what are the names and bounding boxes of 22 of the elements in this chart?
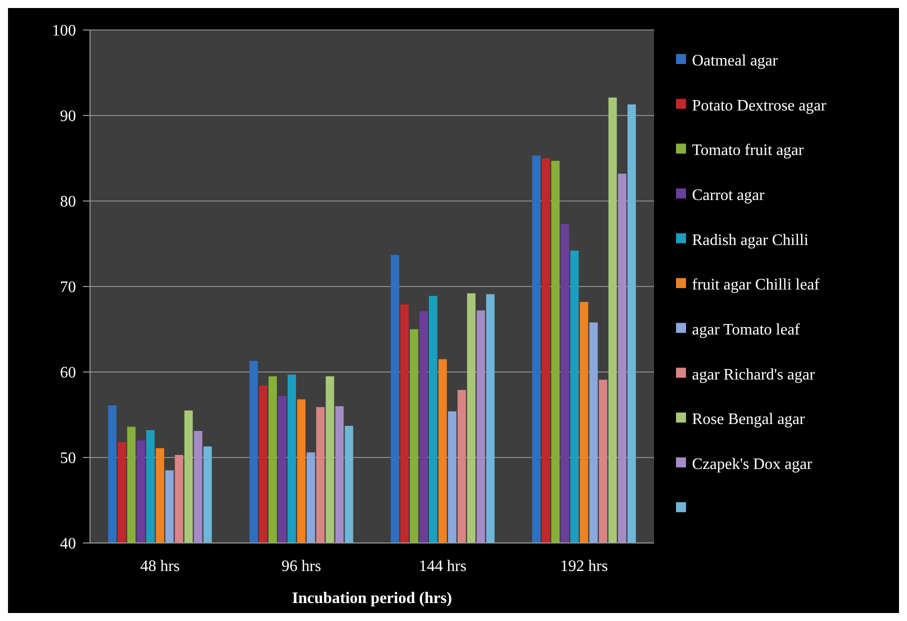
- legend-label: Radish agar Chilli: [692, 232, 809, 249]
- x-tick-label: 48 hrs: [140, 558, 180, 575]
- y-tick-label: 90: [60, 108, 76, 126]
- legend-label: Oatmeal agar: [692, 52, 778, 70]
- y-tick-label: 100: [52, 22, 76, 40]
- legend-label: agar Richard's agar: [692, 366, 816, 384]
- x-axis-title: Incubation period (hrs): [292, 590, 452, 607]
- legend-label: fruit agar Chilli leaf: [692, 276, 820, 294]
- y-tick-label: 50: [60, 450, 76, 468]
- x-tick-label: 144 hrs: [418, 558, 466, 575]
- legend-label: Carrot agar: [692, 187, 766, 204]
- y-tick-label: 40: [60, 536, 76, 553]
- legend-label: Potato Dextrose agar: [692, 97, 827, 114]
- legend-label: Rose Bengal agar: [692, 411, 806, 428]
- legend-label: Czapek's Dox agar: [692, 456, 813, 473]
- x-tick-label: 96 hrs: [282, 558, 322, 575]
- legend-label: Tomato fruit agar: [692, 142, 804, 160]
- y-tick-label: 70: [60, 279, 76, 296]
- legend-label: agar Tomato leaf: [692, 322, 801, 339]
- x-tick-label: 192 hrs: [560, 558, 608, 575]
- y-tick-label: 60: [60, 364, 76, 382]
- y-tick-label: 80: [60, 194, 76, 211]
